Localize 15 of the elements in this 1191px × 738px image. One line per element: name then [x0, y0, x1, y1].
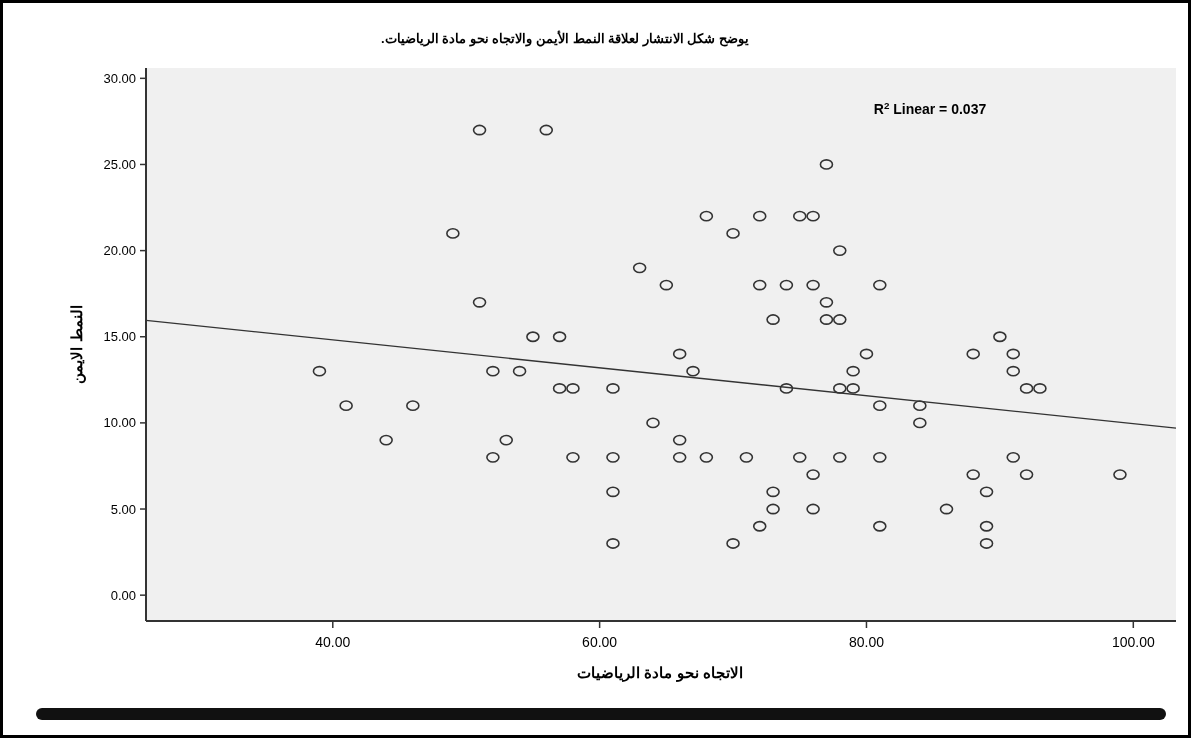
- x-tick-label: 100.00: [1111, 634, 1155, 650]
- x-tick-label: 60.00: [582, 634, 618, 650]
- x-tick-label: 80.00: [848, 634, 885, 650]
- chart-title: يوضح شكل الانتشار لعلاقة النمط الأيمن والاتجاه نحو مادة الرياضيات.: [380, 30, 750, 47]
- y-tick-label: 10.00: [103, 415, 136, 431]
- y-axis-title: النمط الايمن: [68, 305, 86, 384]
- y-tick-label: 15.00: [103, 329, 136, 345]
- y-tick-label: 5.00: [110, 501, 136, 517]
- y-tick-label: 30.00: [103, 70, 136, 86]
- x-axis-title: الاتجاه نحو مادة الرياضيات: [577, 664, 743, 682]
- y-tick-label: 25.00: [103, 157, 136, 173]
- annotation: R$^{2}$ Linear = 0.037: [873, 99, 987, 117]
- x-tick-label: 40.00: [315, 634, 351, 650]
- y-tick-label: 0.00: [110, 587, 136, 603]
- y-tick-label: 20.00: [103, 243, 136, 259]
